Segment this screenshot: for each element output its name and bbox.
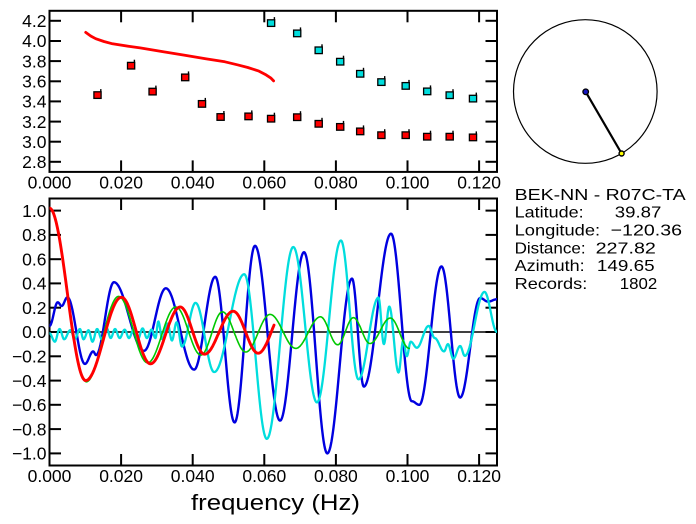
svg-text:0.080: 0.080: [314, 172, 358, 192]
svg-text:2.8: 2.8: [22, 152, 46, 172]
svg-text:Records:: Records:: [515, 276, 588, 293]
svg-text:0.040: 0.040: [171, 466, 215, 486]
svg-text:1.0: 1.0: [22, 201, 47, 221]
svg-text:3.8: 3.8: [22, 51, 46, 71]
svg-text:Azimuth:: Azimuth:: [515, 258, 585, 275]
svg-text:0.000: 0.000: [28, 466, 72, 486]
svg-text:−0.6: −0.6: [12, 395, 47, 415]
svg-text:0.020: 0.020: [99, 466, 143, 486]
svg-text:0.100: 0.100: [386, 466, 430, 486]
svg-text:4.0: 4.0: [22, 31, 47, 51]
svg-text:Latitude:: Latitude:: [515, 205, 584, 222]
svg-text:0.8: 0.8: [22, 225, 46, 245]
svg-text:39.87: 39.87: [615, 205, 662, 222]
svg-text:0.080: 0.080: [314, 466, 358, 486]
svg-text:3.0: 3.0: [22, 132, 47, 152]
svg-text:3.6: 3.6: [22, 72, 46, 92]
svg-text:149.65: 149.65: [597, 258, 655, 275]
svg-text:0.6: 0.6: [22, 249, 46, 269]
svg-text:0.120: 0.120: [457, 466, 501, 486]
svg-text:0.2: 0.2: [22, 298, 46, 318]
svg-text:227.82: 227.82: [596, 240, 656, 257]
svg-text:−0.4: −0.4: [12, 371, 47, 391]
svg-text:0.020: 0.020: [99, 172, 143, 192]
svg-text:0.0: 0.0: [22, 322, 47, 342]
svg-text:0.060: 0.060: [242, 172, 286, 192]
svg-text:−0.8: −0.8: [12, 419, 47, 439]
svg-text:0.4: 0.4: [22, 274, 47, 294]
svg-text:frequency (Hz): frequency (Hz): [191, 490, 360, 515]
svg-text:0.000: 0.000: [28, 172, 72, 192]
svg-text:−120.36: −120.36: [611, 223, 683, 240]
svg-text:−1.0: −1.0: [12, 444, 47, 464]
svg-text:3.4: 3.4: [22, 92, 47, 112]
svg-text:−0.2: −0.2: [12, 347, 47, 367]
svg-text:BEK-NN - R07C-TA: BEK-NN - R07C-TA: [515, 187, 686, 204]
svg-text:4.2: 4.2: [22, 11, 46, 31]
svg-text:Longitude:: Longitude:: [515, 223, 601, 240]
svg-text:1802: 1802: [620, 276, 658, 293]
svg-text:0.040: 0.040: [171, 172, 215, 192]
svg-text:0.060: 0.060: [242, 466, 286, 486]
svg-text:Distance:: Distance:: [515, 240, 586, 257]
svg-text:0.100: 0.100: [386, 172, 430, 192]
svg-text:3.2: 3.2: [22, 112, 46, 132]
svg-text:0.120: 0.120: [457, 172, 501, 192]
